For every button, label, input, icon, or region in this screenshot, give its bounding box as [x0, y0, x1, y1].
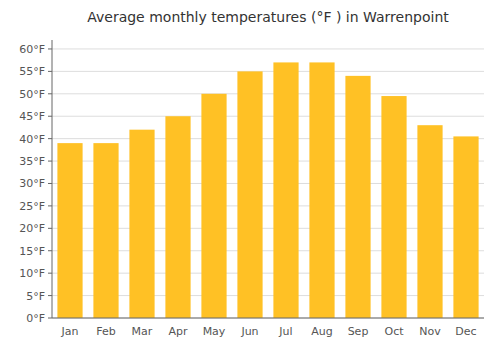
- tick-label: 15°F: [19, 245, 45, 258]
- tick-label: Oct: [384, 325, 404, 338]
- bar: [309, 62, 334, 318]
- bar: [345, 76, 370, 318]
- tick-mark: [48, 250, 52, 251]
- grid-line: [52, 318, 484, 319]
- tick-mark: [48, 71, 52, 72]
- bar: [165, 116, 190, 318]
- tick-mark: [48, 183, 52, 184]
- tick-mark: [48, 318, 52, 319]
- tick-label: Sep: [348, 325, 369, 338]
- tick-mark: [48, 228, 52, 229]
- axis-line: [52, 318, 484, 319]
- tick-label: Mar: [132, 325, 153, 338]
- tick-label: 0°F: [26, 312, 45, 325]
- bar: [201, 94, 226, 318]
- tick-label: May: [203, 325, 226, 338]
- tick-mark: [48, 116, 52, 117]
- y-axis: 0°F 5°F 10°F 15°F 20°F 25°F 30°F 35°F 40°F 45°F 50…: [19, 40, 52, 325]
- grid-line: [52, 48, 484, 49]
- tick-label: 60°F: [19, 43, 45, 56]
- axis-line: [52, 40, 53, 318]
- tick-label: Nov: [419, 325, 441, 338]
- bar: [273, 62, 298, 318]
- tick-label: Apr: [168, 325, 188, 338]
- bar: [93, 143, 118, 318]
- tick-label: 35°F: [19, 155, 45, 168]
- tick-label: Feb: [96, 325, 115, 338]
- tick-label: 40°F: [19, 133, 45, 146]
- grid: [52, 49, 484, 318]
- tick-label: Dec: [455, 325, 476, 338]
- grid-line: [52, 93, 484, 94]
- tick-label: 25°F: [19, 200, 45, 213]
- grid-line: [52, 116, 484, 117]
- tick-label: 50°F: [19, 88, 45, 101]
- bar: [417, 125, 442, 318]
- tick-label: 55°F: [19, 65, 45, 78]
- grid-line: [52, 71, 484, 72]
- bar: [57, 143, 82, 318]
- tick-label: 45°F: [19, 110, 45, 123]
- bar: [453, 136, 478, 318]
- tick-mark: [48, 138, 52, 139]
- tick-label: 5°F: [26, 290, 45, 303]
- bar: [129, 130, 154, 318]
- bar: [237, 71, 262, 318]
- tick-label: Jan: [61, 325, 79, 338]
- tick-mark: [48, 205, 52, 206]
- tick-label: 30°F: [19, 177, 45, 190]
- chart-container: Average monthly temperatures (°F ) in Wa…: [0, 0, 500, 350]
- tick-mark: [48, 273, 52, 274]
- tick-label: Jun: [240, 325, 258, 338]
- bar: [381, 96, 406, 318]
- bars: [57, 62, 478, 318]
- title: Average monthly temperatures (°F ) in Wa…: [87, 9, 449, 25]
- tick-mark: [48, 161, 52, 162]
- tick-mark: [48, 93, 52, 94]
- tick-label: Aug: [311, 325, 332, 338]
- tick-label: 10°F: [19, 267, 45, 280]
- tick-mark: [48, 295, 52, 296]
- x-axis: Jan Feb Mar Apr May Jun Jul Aug Sep Oct Nov Dec: [52, 318, 484, 338]
- chart: Average monthly temperatures (°F ) in Wa…: [0, 0, 500, 350]
- tick-label: Jul: [278, 325, 292, 338]
- tick-label: 20°F: [19, 222, 45, 235]
- tick-mark: [48, 48, 52, 49]
